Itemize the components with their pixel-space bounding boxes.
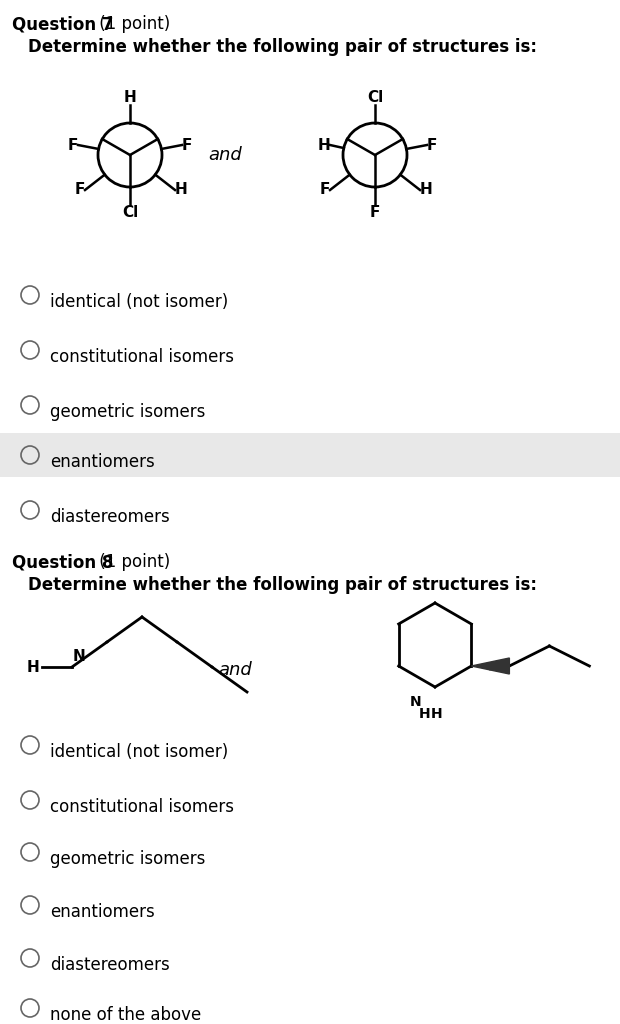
Text: F: F — [370, 205, 380, 220]
Text: N: N — [409, 695, 421, 709]
Text: F: F — [320, 182, 330, 198]
Text: and: and — [208, 146, 242, 164]
Text: constitutional isomers: constitutional isomers — [50, 798, 234, 816]
Text: geometric isomers: geometric isomers — [50, 403, 205, 421]
Text: none of the above: none of the above — [50, 1006, 202, 1024]
Text: constitutional isomers: constitutional isomers — [50, 348, 234, 366]
Text: Question 7: Question 7 — [12, 15, 113, 33]
Text: H: H — [431, 707, 443, 721]
Text: N: N — [73, 649, 86, 664]
Text: H: H — [419, 707, 431, 721]
Bar — [0, 433, 620, 477]
Text: Determine whether the following pair of structures is:: Determine whether the following pair of … — [28, 575, 537, 594]
Text: identical (not isomer): identical (not isomer) — [50, 743, 228, 761]
Text: and: and — [218, 662, 252, 679]
Text: H: H — [317, 137, 330, 153]
Text: (1 point): (1 point) — [94, 15, 170, 33]
Polygon shape — [471, 658, 510, 674]
Text: diastereomers: diastereomers — [50, 956, 170, 974]
Text: F: F — [74, 182, 85, 198]
Text: H: H — [420, 182, 433, 198]
Text: Question 8: Question 8 — [12, 553, 113, 571]
Text: (1 point): (1 point) — [94, 553, 170, 571]
Text: H: H — [123, 90, 136, 105]
Text: diastereomers: diastereomers — [50, 508, 170, 526]
Text: Cl: Cl — [367, 90, 383, 105]
Text: identical (not isomer): identical (not isomer) — [50, 293, 228, 311]
Text: F: F — [427, 137, 437, 153]
Text: H: H — [26, 659, 39, 675]
Text: Cl: Cl — [122, 205, 138, 220]
Text: F: F — [68, 137, 78, 153]
Text: enantiomers: enantiomers — [50, 903, 155, 921]
Text: Determine whether the following pair of structures is:: Determine whether the following pair of … — [28, 38, 537, 56]
Text: H: H — [175, 182, 188, 198]
Text: F: F — [182, 137, 192, 153]
Text: geometric isomers: geometric isomers — [50, 850, 205, 868]
Text: enantiomers: enantiomers — [50, 453, 155, 471]
